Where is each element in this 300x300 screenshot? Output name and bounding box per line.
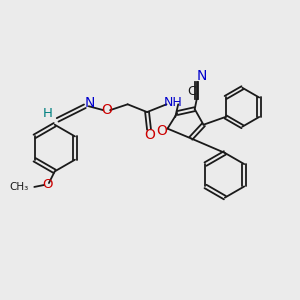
- Text: O: O: [156, 124, 167, 138]
- Text: N: N: [196, 69, 207, 83]
- Text: O: O: [101, 103, 112, 117]
- Text: H: H: [43, 106, 53, 120]
- Text: N: N: [85, 96, 95, 110]
- Text: O: O: [145, 128, 155, 142]
- Text: O: O: [43, 178, 53, 191]
- Text: CH₃: CH₃: [9, 182, 28, 192]
- Text: C: C: [188, 85, 196, 98]
- Text: NH: NH: [164, 96, 183, 109]
